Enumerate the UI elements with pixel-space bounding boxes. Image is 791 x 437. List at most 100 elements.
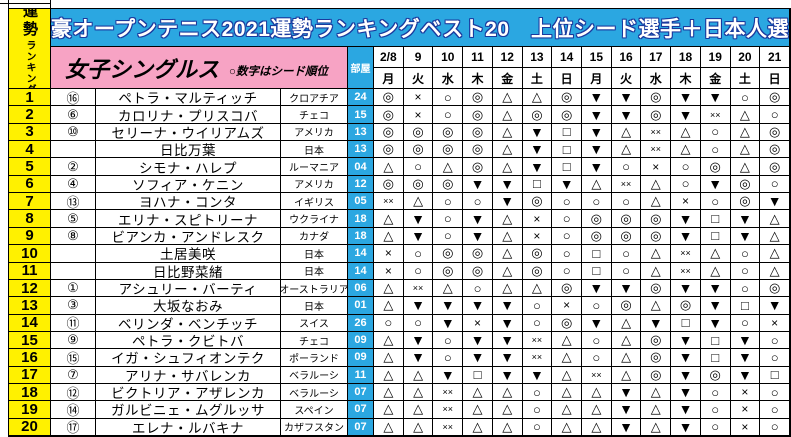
fortune-mark: ▼: [581, 314, 612, 332]
country-cell: 日本: [281, 297, 348, 315]
fortune-mark: ▼: [671, 401, 701, 419]
room-number: 13: [348, 141, 374, 159]
fortune-mark: ◎: [641, 331, 672, 350]
fortune-mark: ○: [581, 193, 612, 211]
fortune-mark: △: [611, 123, 642, 142]
date-header: 10: [433, 47, 464, 68]
fortune-mark: ◎: [463, 106, 493, 124]
fortune-mark: ○: [760, 106, 790, 124]
fortune-mark: ▼: [581, 279, 612, 298]
day-header: 金: [492, 68, 523, 89]
fortune-mark: ○: [760, 175, 790, 194]
fortune-mark: ○: [730, 262, 761, 280]
fortune-mark: △: [492, 262, 523, 280]
country-cell: ポーランド: [281, 349, 348, 367]
fortune-mark: △: [492, 141, 523, 159]
fortune-mark: ◎: [611, 297, 642, 315]
fortune-mark: ○: [433, 193, 464, 211]
fortune-mark: ×: [730, 383, 761, 402]
fortune-mark: ◎: [641, 89, 672, 107]
seed-cell: ⑮: [51, 349, 96, 367]
fortune-mark: ▼: [671, 366, 701, 384]
fortune-mark: ◎: [463, 262, 493, 280]
fortune-mark: ▼: [581, 141, 612, 159]
date-header: 13: [522, 47, 553, 68]
fortune-mark: ▼: [492, 331, 523, 350]
fortune-mark: ▼: [671, 383, 701, 402]
player-name: シモナ・ハレプ: [96, 158, 281, 176]
seed-cell: ⑤: [51, 210, 96, 228]
fortune-mark: ○: [552, 210, 582, 228]
date-header: 14: [552, 47, 582, 68]
country-cell: チェコ: [281, 106, 348, 124]
fortune-mark: ▼: [492, 175, 523, 194]
fortune-mark: △: [552, 418, 582, 436]
rank-cell: 18: [9, 383, 51, 402]
fortune-mark: □: [730, 297, 761, 315]
seed-cell: ⑯: [51, 89, 96, 107]
rank-cell: 11: [9, 262, 51, 280]
fortune-mark: ▼: [463, 210, 493, 228]
room-number: 12: [348, 175, 374, 194]
fortune-mark: △: [641, 175, 672, 194]
fortune-mark: ▼: [611, 89, 642, 107]
fortune-mark: △: [492, 418, 523, 436]
fortune-mark: ×: [522, 227, 553, 246]
room-number: 14: [348, 245, 374, 263]
rank-cell: 20: [9, 418, 51, 436]
rank-cell: 4: [9, 141, 51, 159]
player-name: エリナ・スピトリーナ: [96, 210, 281, 228]
fortune-ranking-table: 運勢 ランキング 全豪オープンテニス2021運勢ランキングベスト20 上位シード…: [8, 8, 791, 437]
fortune-mark: ○: [700, 401, 731, 419]
fortune-mark: △: [581, 175, 612, 194]
fortune-mark: ◎: [671, 297, 701, 315]
country-cell: アメリカ: [281, 175, 348, 194]
fortune-mark: ▼: [463, 297, 493, 315]
player-name: 土居美咲: [96, 245, 281, 263]
fortune-mark: ▼: [730, 349, 761, 367]
fortune-mark: ◎: [403, 175, 434, 194]
player-name: カロリナ・プリスコバ: [96, 106, 281, 124]
fortune-mark: △: [641, 193, 672, 211]
room-number: 09: [348, 331, 374, 350]
fortune-mark: ◎: [433, 123, 464, 142]
fortune-mark: ▼: [403, 210, 434, 228]
seed-cell: ④: [51, 175, 96, 194]
room-number: 18: [348, 210, 374, 228]
corner-ranking-label-text: 運勢 ランキング: [19, 9, 40, 88]
fortune-mark: ○: [403, 262, 434, 280]
fortune-mark: ○: [760, 418, 790, 436]
room-number: 11: [348, 366, 374, 384]
rank-cell: 8: [9, 210, 51, 228]
fortune-mark: □: [463, 366, 493, 384]
fortune-mark: ▼: [700, 279, 731, 298]
fortune-mark: △: [403, 383, 434, 402]
fortune-mark: △: [760, 262, 790, 280]
fortune-mark: ▼: [611, 383, 642, 402]
fortune-mark: △: [492, 227, 523, 246]
fortune-mark: ▼: [433, 366, 464, 384]
fortune-mark: ▼: [433, 314, 464, 332]
fortune-mark: △: [374, 210, 404, 228]
rank-cell: 6: [9, 175, 51, 194]
fortune-mark: ○: [611, 262, 642, 280]
fortune-mark: ○: [522, 418, 553, 436]
fortune-mark: ○: [730, 245, 761, 263]
fortune-mark: ▼: [760, 193, 790, 211]
fortune-mark: ◎: [730, 193, 761, 211]
fortune-mark: □: [581, 262, 612, 280]
day-header: 金: [700, 68, 731, 89]
fortune-mark: △: [374, 331, 404, 350]
subtitle-seed-note: ○数字はシード順位: [229, 65, 328, 78]
subtitle-womens-singles: 女子シングルス: [65, 56, 220, 82]
fortune-mark: ▼: [700, 314, 731, 332]
player-name: ソフィア・ケニン: [96, 175, 281, 194]
fortune-mark: ▼: [730, 366, 761, 384]
fortune-mark: ○: [671, 158, 701, 176]
player-name: ガルビニェ・ムグルッサ: [96, 401, 281, 419]
room-number: 01: [348, 297, 374, 315]
country-cell: ベラルーシ: [281, 366, 348, 384]
fortune-mark: ▼: [671, 227, 701, 246]
date-header: 21: [760, 47, 790, 68]
fortune-mark: ◎: [760, 158, 790, 176]
